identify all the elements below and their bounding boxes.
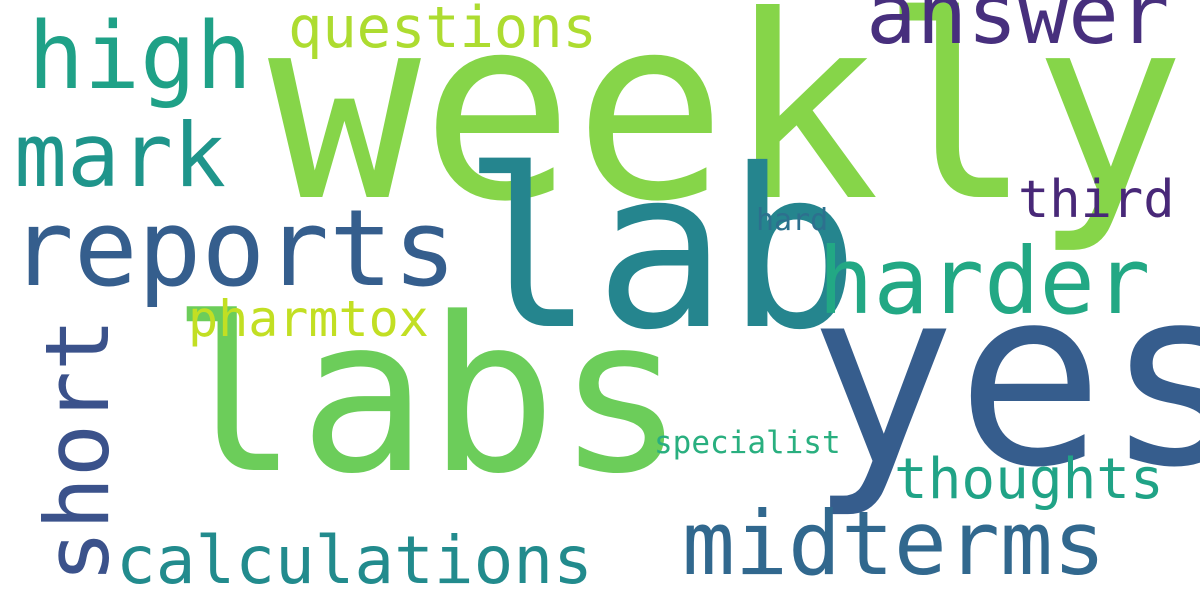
- word-questions: questions: [288, 0, 597, 61]
- word-short: short: [26, 318, 129, 583]
- word-pharmtox: pharmtox: [188, 290, 429, 348]
- word-third: third: [1018, 170, 1175, 230]
- word-yes: yes: [808, 236, 1200, 522]
- word-midterms: midterms: [682, 492, 1106, 595]
- word-labs: labs: [170, 272, 686, 521]
- word-high: high: [28, 2, 252, 110]
- word-harder: harder: [818, 228, 1151, 335]
- word-lab: lab: [462, 122, 860, 378]
- word-weekly: weekly: [268, 0, 1186, 257]
- word-hard: hard: [756, 203, 829, 238]
- word-thoughts: thoughts: [894, 447, 1164, 512]
- word-reports: reports: [10, 187, 457, 310]
- word-specialist: specialist: [654, 425, 841, 461]
- word-answer: answer: [866, 0, 1170, 63]
- word-calculations: calculations: [116, 522, 593, 599]
- word-mark: mark: [14, 104, 226, 207]
